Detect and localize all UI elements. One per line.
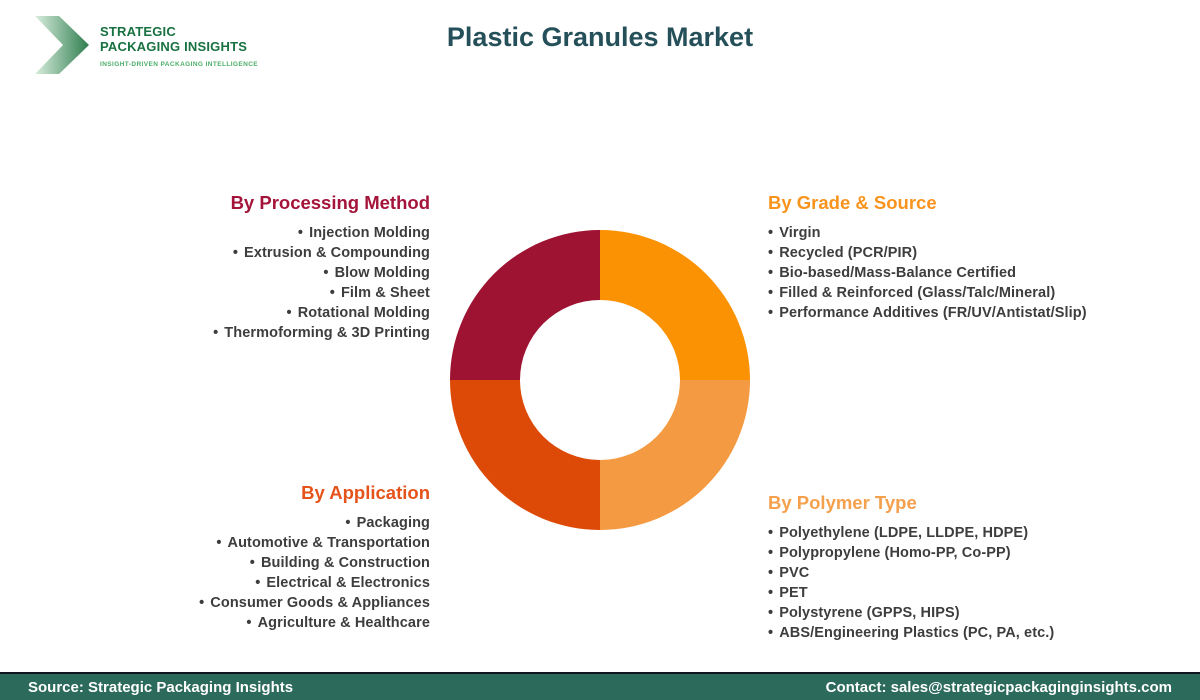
page-title: Plastic Granules Market <box>446 22 754 52</box>
donut-segment-polymer-type <box>600 380 750 530</box>
logo-name-line1: STRATEGIC <box>100 24 176 39</box>
chevron-logo-icon <box>35 16 89 74</box>
list-item: • Thermoforming & 3D Printing <box>120 323 430 343</box>
bullet-icon: • <box>345 515 351 531</box>
list-item: • Filled & Reinforced (Glass/Talc/Mineral… <box>768 283 1128 303</box>
list-item: • Consumer Goods & Appliances <box>120 593 430 613</box>
quadrant-item-list: • Polyethylene (LDPE, LLDPE, HDPE) • Polypr… <box>768 523 1128 643</box>
list-item-label: PVC <box>779 565 810 581</box>
list-item: • Rotational Molding <box>120 303 430 323</box>
brand-logo: STRATEGIC PACKAGING INSIGHTS INSIGHT-DRI… <box>33 14 258 76</box>
quadrant-polymer-type: By Polymer Type • Polyethylene (LDPE, LLD… <box>768 492 1128 643</box>
list-item: • Bio-based/Mass-Balance Certified <box>768 263 1128 283</box>
list-item: • Recycled (PCR/PIR) <box>768 243 1128 263</box>
footer-bar: Source: Strategic Packaging Insights Con… <box>0 674 1200 700</box>
list-item-label: Building & Construction <box>260 555 430 571</box>
bullet-icon: • <box>768 585 774 601</box>
bullet-icon: • <box>323 265 329 281</box>
bullet-icon: • <box>768 545 774 561</box>
list-item: • Automotive & Transportation <box>120 533 430 553</box>
quadrant-heading: By Grade & Source <box>768 192 937 213</box>
list-item-label: Rotational Molding <box>297 305 430 321</box>
list-item: • PET <box>768 583 1128 603</box>
bullet-icon: • <box>246 615 252 631</box>
logo-name-line2: PACKAGING INSIGHTS <box>100 39 248 54</box>
list-item: • Polypropylene (Homo-PP, Co-PP) <box>768 543 1128 563</box>
footer-divider <box>0 672 1200 674</box>
bullet-icon: • <box>232 245 239 261</box>
list-item: • Building & Construction <box>120 553 430 573</box>
quadrant-grade-source: By Grade & Source • Virgin • Recycled (PCR/… <box>768 192 1128 323</box>
bullet-icon: • <box>768 565 774 581</box>
quadrant-item-list: • Packaging • Automotive & Transportation • B… <box>120 513 430 633</box>
bullet-icon: • <box>255 575 261 591</box>
donut-chart-svg <box>450 230 750 530</box>
bullet-icon: • <box>768 625 774 641</box>
list-item: • ABS/Engineering Plastics (PC, PA, etc.) <box>768 623 1128 643</box>
bullet-icon: • <box>768 305 774 321</box>
list-item: • Extrusion & Compounding <box>120 243 430 263</box>
list-item: • Polystyrene (GPPS, HIPS) <box>768 603 1128 623</box>
quadrant-processing-method: By Processing Method • Injection Molding •… <box>120 192 430 343</box>
list-item: • Packaging <box>120 513 430 533</box>
quadrant-application: By Application • Packaging • Automotive & T… <box>120 482 430 633</box>
list-item-label: Blow Molding <box>334 265 430 281</box>
list-item-label: Consumer Goods & Appliances <box>210 595 430 611</box>
bullet-icon: • <box>768 605 774 621</box>
list-item: • Electrical & Electronics <box>120 573 430 593</box>
list-item: • Polyethylene (LDPE, LLDPE, HDPE) <box>768 523 1128 543</box>
list-item-label: Packaging <box>356 515 430 531</box>
list-item-label: Polystyrene (GPPS, HIPS) <box>779 605 960 621</box>
list-item-label: Thermoforming & 3D Printing <box>224 325 430 341</box>
list-item-label: Performance Additives (FR/UV/Antistat/Sl… <box>779 305 1087 321</box>
bullet-icon: • <box>249 555 255 571</box>
logo-tagline: INSIGHT-DRIVEN PACKAGING INTELLIGENCE <box>100 61 259 68</box>
bullet-icon: • <box>768 525 774 541</box>
list-item-label: Film & Sheet <box>340 285 430 301</box>
list-item: • Injection Molding <box>120 223 430 243</box>
bullet-icon: • <box>297 225 304 241</box>
list-item-label: Recycled (PCR/PIR) <box>779 245 918 261</box>
bullet-icon: • <box>768 265 774 281</box>
quadrant-heading: By Application <box>301 482 430 503</box>
bullet-icon: • <box>768 225 774 241</box>
list-item-label: Electrical & Electronics <box>266 575 430 591</box>
list-item-label: Virgin <box>779 225 821 241</box>
bullet-icon: • <box>329 285 335 301</box>
list-item-label: Agriculture & Healthcare <box>257 615 430 631</box>
list-item-label: PET <box>779 585 808 601</box>
list-item-label: ABS/Engineering Plastics (PC, PA, etc.) <box>779 625 1055 641</box>
donut-segment-application <box>450 380 600 530</box>
list-item-label: Polyethylene (LDPE, LLDPE, HDPE) <box>779 525 1029 541</box>
list-item-label: Extrusion & Compounding <box>244 245 430 261</box>
list-item-label: Filled & Reinforced (Glass/Talc/Mineral) <box>779 285 1056 301</box>
bullet-icon: • <box>216 535 222 551</box>
bullet-icon: • <box>286 305 292 321</box>
list-item: • Virgin <box>768 223 1128 243</box>
quadrant-heading: By Polymer Type <box>768 492 917 513</box>
list-item-label: Injection Molding <box>309 225 430 241</box>
list-item-label: Bio-based/Mass-Balance Certified <box>779 265 1017 281</box>
quadrant-item-list: • Virgin • Recycled (PCR/PIR) • Bio-based/Mas… <box>768 223 1128 323</box>
donut-segment-grade-source <box>600 230 750 380</box>
footer-source-text: Source: Strategic Packaging Insights <box>28 678 294 696</box>
list-item: • Performance Additives (FR/UV/Antistat/S… <box>768 303 1128 323</box>
bullet-icon: • <box>213 325 219 341</box>
bullet-icon: • <box>768 285 774 301</box>
list-item: • PVC <box>768 563 1128 583</box>
footer-contact-text: Contact: sales@strategicpackaginginsight… <box>825 678 1172 696</box>
bullet-icon: • <box>768 245 774 261</box>
list-item: • Agriculture & Healthcare <box>120 613 430 633</box>
bullet-icon: • <box>199 595 205 611</box>
list-item: • Film & Sheet <box>120 283 430 303</box>
donut-segment-processing-method <box>450 230 600 380</box>
list-item-label: Polypropylene (Homo-PP, Co-PP) <box>779 545 1011 561</box>
list-item: • Blow Molding <box>120 263 430 283</box>
quadrant-heading: By Processing Method <box>230 192 430 213</box>
list-item-label: Automotive & Transportation <box>227 535 430 551</box>
quadrant-item-list: • Injection Molding • Extrusion & Compoundi… <box>120 223 430 343</box>
donut-chart <box>450 230 750 530</box>
